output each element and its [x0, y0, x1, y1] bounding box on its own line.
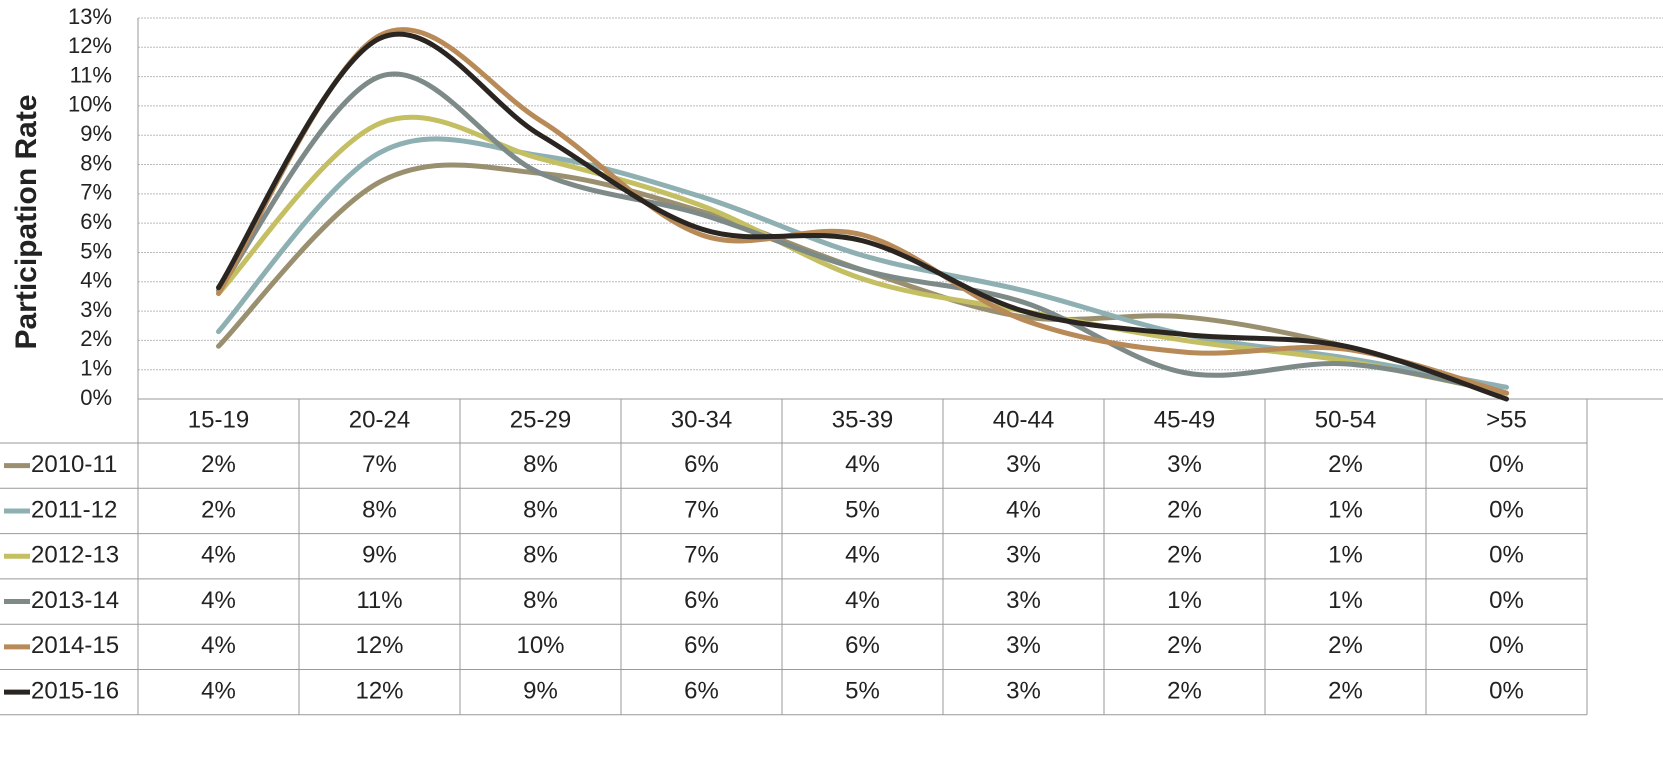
series-line — [216, 136, 1509, 390]
y-tick-label: 1% — [80, 356, 112, 381]
table-cell: 4% — [845, 451, 880, 478]
table-cell: 2% — [1167, 542, 1202, 569]
table-cell: 3% — [1167, 451, 1202, 478]
table-cell: 10% — [516, 632, 564, 659]
table-cell: 9% — [362, 542, 397, 569]
table-cell: 0% — [1489, 632, 1524, 659]
table-cell: 2% — [1328, 677, 1363, 704]
table-cell: 4% — [201, 587, 236, 614]
table-cell: 2% — [1167, 677, 1202, 704]
x-tick-label: 20-24 — [349, 406, 410, 433]
table-cell: 0% — [1489, 496, 1524, 523]
y-tick-label: 11% — [70, 62, 112, 87]
table-cell: 6% — [684, 451, 719, 478]
table-cell: 4% — [845, 587, 880, 614]
table-cell: 9% — [523, 677, 558, 704]
x-tick-label: 40-44 — [993, 406, 1054, 433]
table-cell: 4% — [1006, 496, 1041, 523]
table-cell: 5% — [845, 677, 880, 704]
y-axis-label: Participation Rate — [10, 94, 43, 349]
table-cell: 6% — [684, 632, 719, 659]
table-cell: 2% — [1328, 451, 1363, 478]
table-cell: 8% — [523, 542, 558, 569]
y-tick-label: 5% — [80, 238, 112, 263]
y-tick-label: 13% — [68, 4, 112, 29]
series-line — [216, 114, 1509, 396]
table-cell: 11% — [356, 587, 402, 614]
y-tick-label: 3% — [80, 297, 112, 322]
x-tick-label: 30-34 — [671, 406, 732, 433]
table-cell: 6% — [684, 587, 719, 614]
legend-label: 2012-13 — [31, 542, 119, 569]
table-cell: 7% — [684, 496, 719, 523]
y-tick-label: 9% — [80, 121, 112, 146]
table-cell: 8% — [523, 451, 558, 478]
table-cell: 4% — [845, 542, 880, 569]
table-cell: 1% — [1328, 587, 1363, 614]
legend-label: 2011-12 — [31, 496, 117, 523]
x-tick-label: 45-49 — [1154, 406, 1215, 433]
table-cell: 2% — [1328, 632, 1363, 659]
table-cell: 2% — [1167, 496, 1202, 523]
series-line — [216, 71, 1509, 396]
y-tick-label: 6% — [80, 209, 112, 234]
series-line — [216, 31, 1509, 402]
table-cell: 7% — [684, 542, 719, 569]
series-line — [216, 27, 1509, 396]
table-cell: 3% — [1006, 542, 1041, 569]
table-cell: 12% — [355, 632, 403, 659]
table-cell: 6% — [684, 677, 719, 704]
table-cell: 2% — [201, 496, 236, 523]
y-tick-label: 12% — [68, 33, 112, 58]
x-tick-label: 35-39 — [832, 406, 893, 433]
table-cell: 4% — [201, 542, 236, 569]
table-cell: 3% — [1006, 451, 1041, 478]
table-cell: 2% — [1167, 632, 1202, 659]
table-cell: 0% — [1489, 542, 1524, 569]
table-cell: 2% — [201, 451, 236, 478]
x-tick-label: >55 — [1486, 406, 1527, 433]
x-tick-label: 50-54 — [1315, 406, 1376, 433]
legend-label: 2010-11 — [31, 451, 117, 478]
table-cell: 8% — [523, 496, 558, 523]
table-cell: 6% — [845, 632, 880, 659]
legend-label: 2013-14 — [31, 587, 119, 614]
y-tick-label: 10% — [68, 92, 112, 117]
x-tick-label: 15-19 — [188, 406, 249, 433]
table-cell: 0% — [1489, 587, 1524, 614]
table-cell: 8% — [362, 496, 397, 523]
table-cell: 3% — [1006, 587, 1041, 614]
table-cell: 1% — [1328, 496, 1363, 523]
table-cell: 8% — [523, 587, 558, 614]
table-cell: 5% — [845, 496, 880, 523]
x-tick-label: 25-29 — [510, 406, 571, 433]
table-cell: 1% — [1167, 587, 1202, 614]
y-tick-label: 2% — [80, 326, 112, 351]
table-cell: 12% — [355, 677, 403, 704]
table-cell: 4% — [201, 677, 236, 704]
table-cell: 1% — [1328, 542, 1363, 569]
table-cell: 0% — [1489, 677, 1524, 704]
table-cell: 7% — [362, 451, 397, 478]
table-cell: 3% — [1006, 632, 1041, 659]
table-cell: 0% — [1489, 451, 1524, 478]
y-tick-label: 7% — [80, 180, 112, 205]
legend-label: 2014-15 — [31, 632, 119, 659]
legend-label: 2015-16 — [31, 677, 119, 704]
table-cell: 4% — [201, 632, 236, 659]
y-tick-label: 8% — [80, 150, 112, 175]
y-tick-label: 0% — [80, 385, 112, 410]
table-cell: 3% — [1006, 677, 1041, 704]
y-tick-label: 4% — [80, 268, 112, 293]
